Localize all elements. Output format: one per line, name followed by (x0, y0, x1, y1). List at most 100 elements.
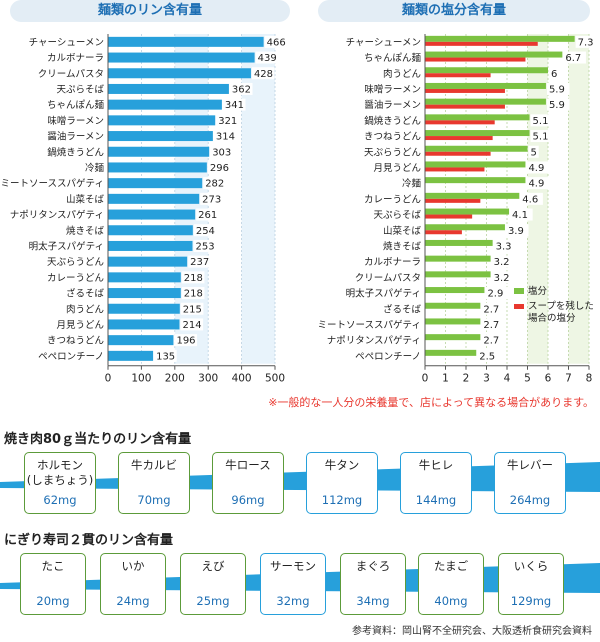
category-label: 鍋焼きうどん (364, 115, 421, 127)
value-label: 254 (196, 226, 215, 237)
bar-salt-soup-left (425, 198, 481, 203)
tick-label: 0 (422, 373, 429, 385)
bar-salt (425, 98, 546, 105)
bar (108, 256, 188, 267)
value-label: 5.1 (533, 116, 549, 127)
item-value: 62mg (43, 493, 77, 507)
value-label: 2.9 (487, 289, 503, 300)
salt-bar-chart: チャーシューメン 7.3 ちゃんぽん麺 6.7 肉うどん 6 味噌ラーメン 5.9 醤油ラーメン… (318, 34, 599, 385)
bar-salt (425, 318, 481, 325)
label-bg (188, 255, 211, 268)
bar (108, 319, 180, 330)
value-label: 4.6 (522, 194, 538, 205)
value-label: 135 (156, 351, 175, 362)
bar-salt-soup-left (425, 151, 491, 156)
item-name: たまご (433, 559, 469, 573)
category-label: 天ぷらうどん (47, 257, 104, 268)
label-bg (510, 208, 533, 221)
bar-salt (425, 255, 491, 262)
sushi-item-box: いか 24mg (100, 553, 166, 615)
label-bg (222, 98, 246, 111)
category-label: 焼きそば (66, 225, 105, 237)
category-label: ざるそば (383, 303, 422, 315)
bar (108, 68, 251, 79)
label-bg (180, 318, 204, 331)
bar (108, 146, 210, 157)
category-label: 天ぷらうどん (364, 147, 421, 158)
item-value: 144mg (415, 493, 457, 507)
category-label: ざるそば (66, 288, 105, 300)
bar-salt-soup-left (425, 104, 505, 109)
value-label: 282 (205, 179, 224, 190)
tick-label: 500 (265, 373, 285, 385)
bar (108, 240, 193, 251)
value-label: 218 (184, 273, 203, 284)
sushi-item-box: まぐろ 34mg (340, 553, 406, 615)
legend-label-soup: スープを残した (528, 300, 594, 312)
category-label: 味噌ラーメン (47, 115, 104, 127)
label-bg (546, 82, 570, 95)
label-bg (216, 114, 239, 127)
label-bg (491, 271, 515, 284)
category-label: 醤油ラーメン (364, 99, 421, 111)
category-label: 明太子スパゲティ (29, 240, 104, 252)
item-value: 264mg (509, 493, 551, 507)
bar-salt (425, 287, 485, 294)
value-label: 321 (218, 116, 237, 127)
bar-salt (425, 145, 528, 152)
label-bg (193, 239, 217, 252)
category-label: ちゃんぽん麺 (364, 52, 422, 64)
item-name: 牛ロース (225, 458, 271, 472)
value-label: 215 (183, 304, 202, 315)
value-label: 303 (212, 147, 231, 158)
reference-source: 参考資料：岡山腎不全研究会、大阪透析食研究会資料 (352, 626, 592, 637)
bar (108, 272, 181, 283)
value-label: 237 (190, 257, 209, 268)
value-label: 296 (210, 163, 229, 174)
bar-salt-soup-left (425, 73, 491, 78)
bar (108, 193, 200, 204)
tick-label: 2 (463, 373, 470, 385)
label-bg (207, 161, 231, 174)
category-label: ナポリタンスパゲティ (327, 335, 421, 347)
bar (108, 335, 174, 346)
label-bg (575, 35, 599, 48)
value-label: 6 (551, 69, 557, 80)
bar (108, 83, 229, 94)
value-label: 3.2 (494, 257, 510, 268)
bar-salt (425, 82, 546, 89)
salt-chart-title: 麺類の塩分含有量 (318, 0, 590, 22)
bar-salt-soup-left (425, 41, 538, 46)
label-bg (193, 224, 217, 237)
label-bg (481, 318, 504, 331)
label-bg (229, 82, 253, 95)
item-name: いか (121, 559, 145, 573)
value-label: 273 (202, 194, 221, 205)
label-bg (154, 349, 177, 362)
value-label: 5.9 (549, 100, 565, 111)
bar (108, 115, 216, 126)
label-bg (530, 114, 554, 127)
value-label: 4.9 (528, 163, 544, 174)
bar (108, 131, 213, 142)
item-value: 20mg (36, 594, 70, 608)
category-label: 山菜そば (66, 193, 105, 205)
item-value: 40mg (434, 594, 468, 608)
tick-label: 100 (131, 373, 151, 385)
item-value: 129mg (510, 594, 552, 608)
value-label: 2.7 (483, 320, 499, 331)
label-bg (546, 98, 570, 111)
bar-salt (425, 334, 481, 341)
label-bg (520, 192, 543, 205)
label-bg (181, 271, 205, 284)
category-label: 明太子スパゲティ (346, 288, 421, 300)
bar-salt (425, 208, 510, 215)
legend-label-salt: 塩分 (528, 285, 548, 297)
category-label: カレーうどん (364, 194, 421, 205)
label-bg (505, 224, 529, 237)
label-bg (485, 287, 509, 300)
tick-label: 1 (442, 373, 449, 385)
bar-salt (425, 67, 548, 74)
bar-salt (425, 130, 530, 137)
label-bg (526, 177, 550, 190)
